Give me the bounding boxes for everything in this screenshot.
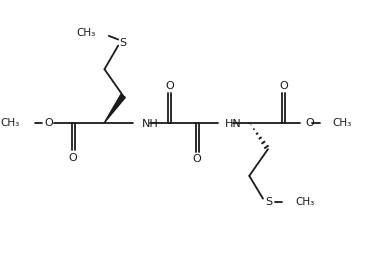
Text: CH₃: CH₃ bbox=[76, 28, 96, 38]
Polygon shape bbox=[104, 94, 125, 122]
Text: CH₃: CH₃ bbox=[1, 117, 20, 128]
Text: HN: HN bbox=[225, 120, 242, 129]
Text: S: S bbox=[120, 38, 127, 47]
Text: NH: NH bbox=[142, 120, 158, 129]
Text: O: O bbox=[165, 81, 174, 91]
Text: O: O bbox=[279, 81, 288, 91]
Text: O: O bbox=[305, 117, 314, 128]
Text: S: S bbox=[265, 198, 272, 207]
Text: CH₃: CH₃ bbox=[333, 117, 352, 128]
Text: O: O bbox=[193, 154, 201, 165]
Text: O: O bbox=[68, 153, 77, 163]
Text: CH₃: CH₃ bbox=[295, 198, 315, 207]
Text: O: O bbox=[44, 117, 53, 128]
